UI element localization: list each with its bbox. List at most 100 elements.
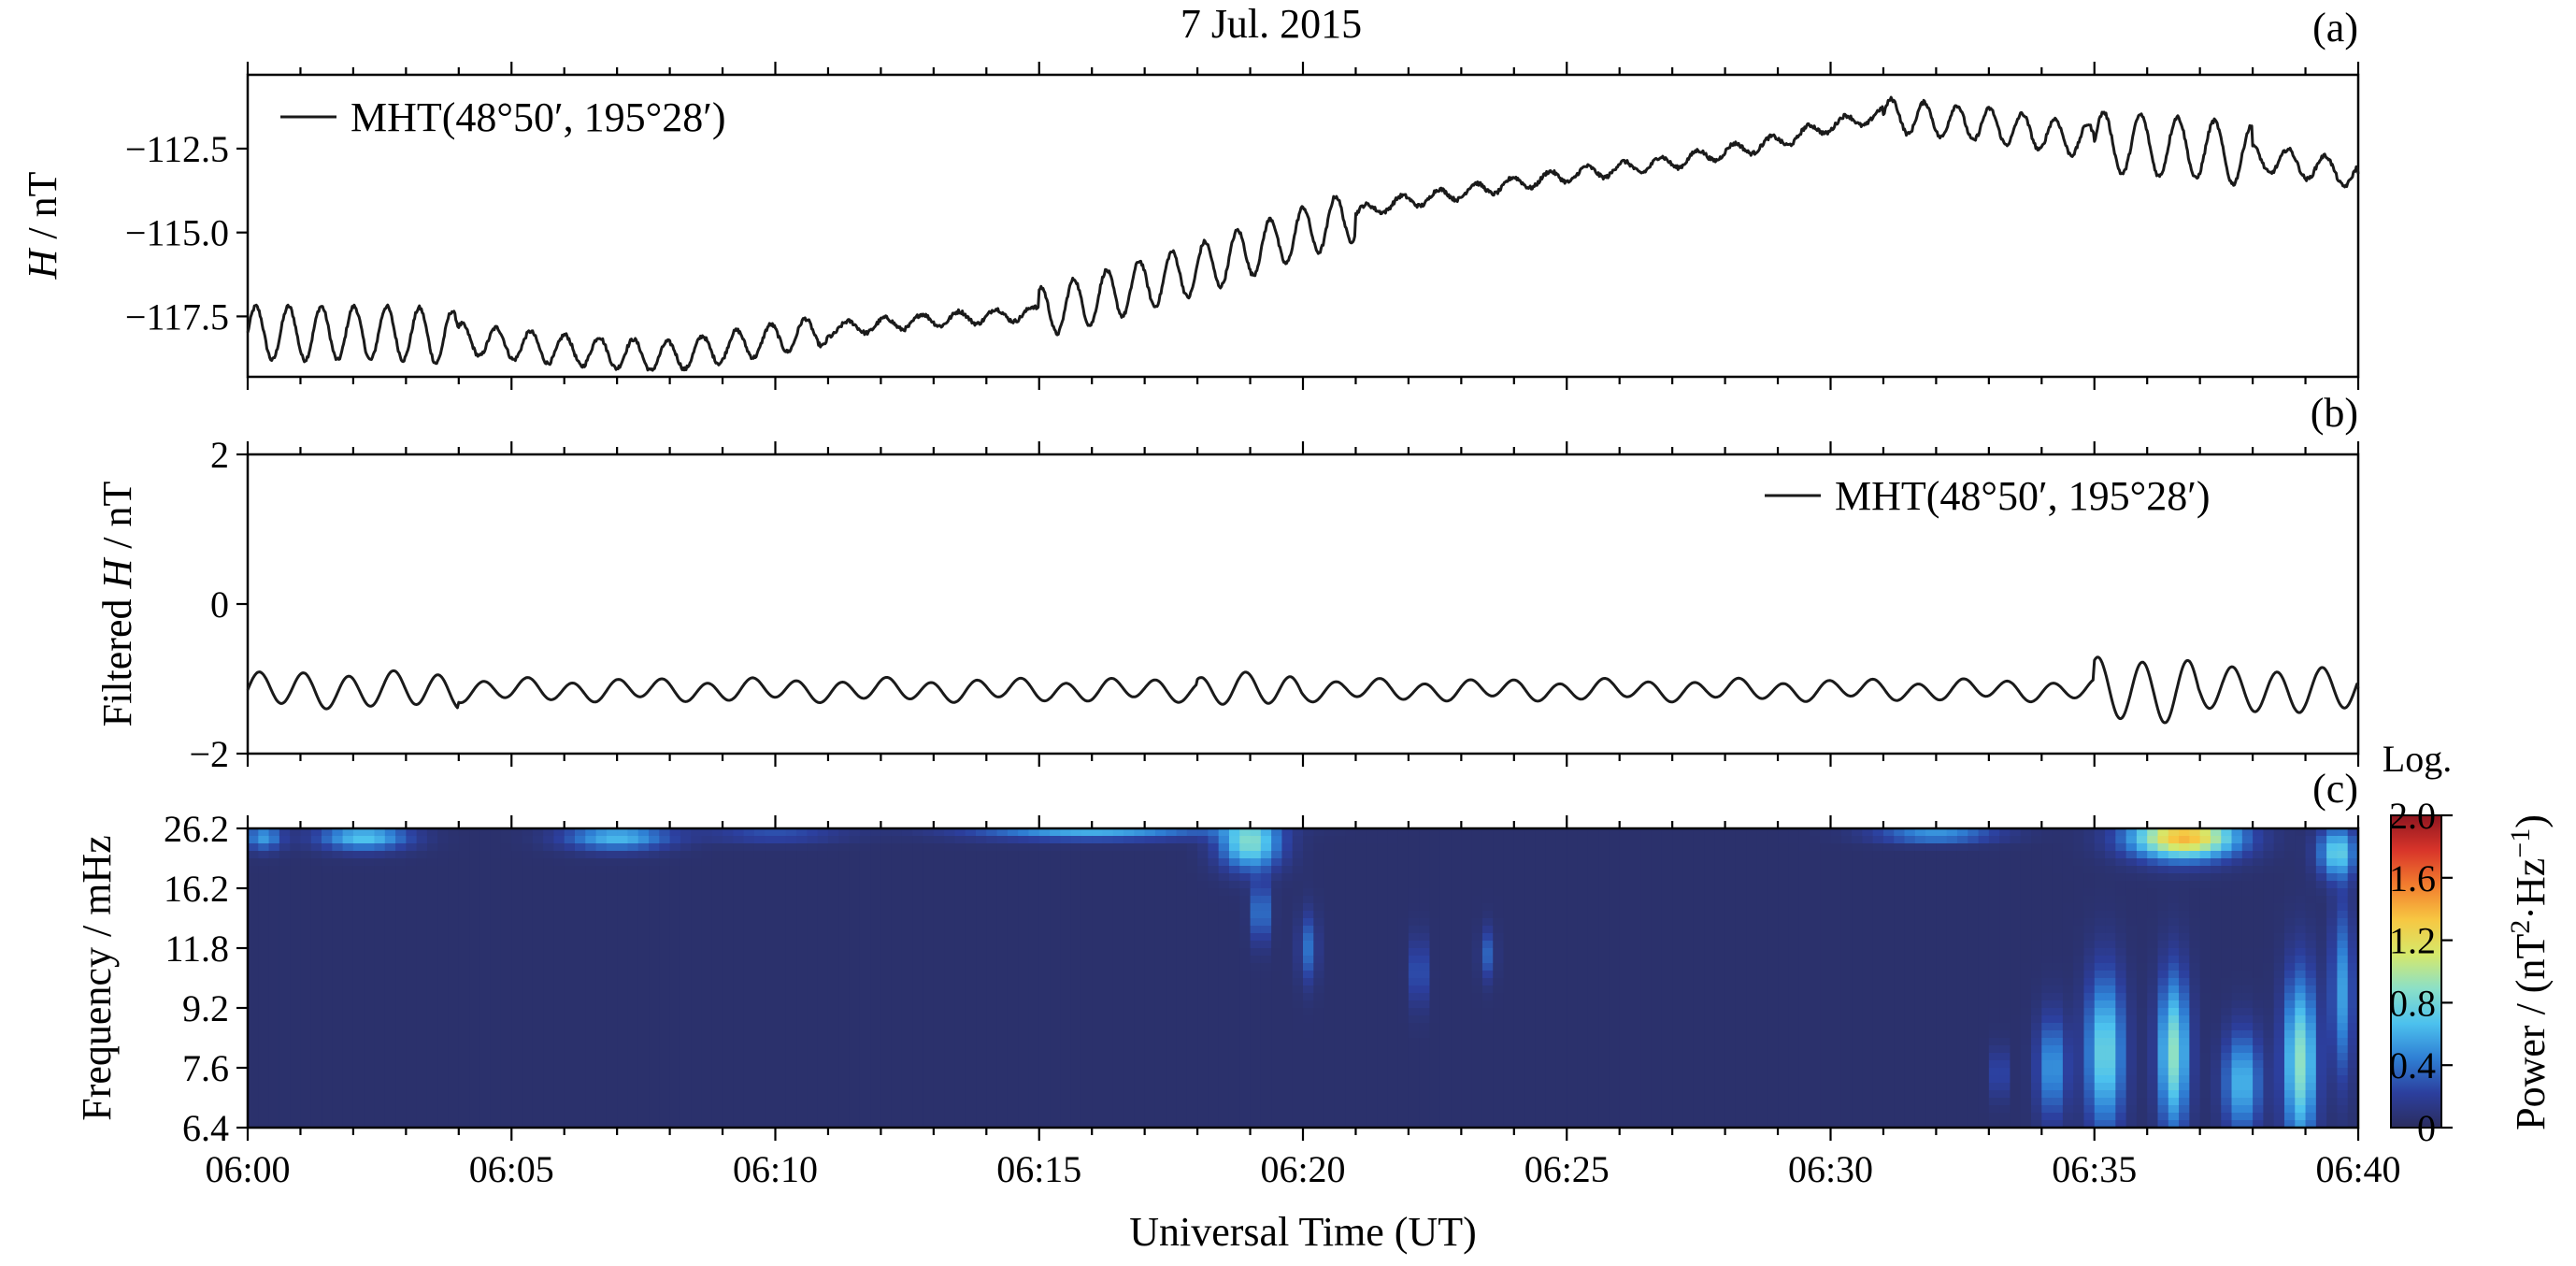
heatmap-cell: [1555, 941, 1567, 949]
heatmap-cell: [817, 858, 829, 867]
heatmap-cell: [1999, 896, 2011, 904]
heatmap-cell: [880, 896, 893, 904]
heatmap-cell: [901, 1000, 913, 1009]
heatmap-cell: [1355, 985, 1367, 994]
heatmap-cell: [2241, 985, 2254, 994]
heatmap-cell: [352, 903, 365, 912]
heatmap-cell: [1524, 926, 1536, 934]
heatmap-cell: [248, 941, 259, 949]
heatmap-cell: [649, 843, 660, 852]
heatmap-cell: [606, 843, 618, 852]
heatmap-cell: [1260, 1000, 1272, 1009]
heatmap-cell: [1724, 866, 1737, 874]
heatmap-cell: [2147, 881, 2159, 889]
heatmap-cell: [1218, 948, 1230, 957]
heatmap-cell: [1334, 1000, 1346, 1009]
heatmap-cell: [1735, 985, 1747, 994]
heatmap-cell: [437, 843, 450, 852]
heatmap-cell: [374, 985, 386, 994]
heatmap-cell: [1334, 881, 1346, 889]
heatmap-cell: [2253, 956, 2264, 964]
heatmap-cell: [965, 836, 977, 844]
heatmap-cell: [2157, 963, 2169, 971]
heatmap-cell: [1166, 985, 1178, 994]
heatmap-cell: [2052, 888, 2064, 897]
heatmap-cell: [743, 881, 755, 889]
heatmap-cell: [1018, 881, 1030, 889]
heatmap-cell: [1481, 873, 1494, 882]
heatmap-cell: [1882, 1000, 1895, 1009]
heatmap-cell: [711, 858, 723, 867]
heatmap-cell: [986, 858, 998, 867]
heatmap-cell: [1988, 843, 2000, 852]
heatmap-cell: [2083, 903, 2096, 912]
heatmap-cell: [532, 851, 544, 859]
heatmap-cell: [1503, 836, 1515, 844]
heatmap-cell: [765, 971, 777, 979]
heatmap-cell: [1968, 1000, 1980, 1009]
heatmap-cell: [1640, 978, 1653, 986]
heatmap-cell: [1609, 918, 1621, 927]
heatmap-cell: [1186, 933, 1198, 942]
heatmap-cell: [933, 971, 945, 979]
heatmap-cell: [258, 971, 270, 979]
heatmap-cell: [279, 896, 291, 904]
heatmap-cell: [2263, 896, 2275, 904]
heatmap-cell: [2210, 1000, 2222, 1009]
heatmap-cell: [1577, 836, 1589, 844]
heatmap-cell: [1461, 896, 1473, 904]
heatmap-cell: [691, 971, 703, 979]
heatmap-cell: [2231, 843, 2243, 852]
heatmap-cell: [870, 948, 881, 957]
heatmap-cell: [1651, 933, 1663, 942]
heatmap-cell: [1925, 836, 1937, 844]
heatmap-cell: [1387, 866, 1399, 874]
heatmap-cell: [2105, 896, 2116, 904]
heatmap-cell: [817, 993, 829, 1001]
heatmap-cell: [1609, 896, 1621, 904]
heatmap-cell: [416, 866, 428, 874]
heatmap-cell: [1028, 971, 1040, 979]
heatmap-cell: [923, 828, 935, 837]
heatmap-cell: [352, 933, 365, 942]
heatmap-cell: [954, 963, 966, 971]
heatmap-cell: [1968, 926, 1980, 934]
heatmap-cell: [912, 978, 924, 986]
heatmap-cell: [279, 881, 291, 889]
heatmap-cell: [364, 985, 376, 994]
heatmap-cell: [1820, 963, 1832, 971]
heatmap-cell: [1946, 881, 1958, 889]
heatmap-cell: [448, 836, 460, 844]
heatmap-cell: [1092, 918, 1104, 927]
heatmap-cell: [1840, 963, 1853, 971]
heatmap-cell: [1767, 896, 1779, 904]
heatmap-cell: [406, 926, 418, 934]
heatmap-cell: [669, 971, 681, 979]
heatmap-cell: [996, 903, 1009, 912]
heatmap-cell: [553, 873, 565, 882]
heatmap-cell: [617, 881, 629, 889]
heatmap-cell: [1577, 881, 1589, 889]
heatmap-cell: [543, 888, 555, 897]
heatmap-cell: [733, 956, 745, 964]
heatmap-cell: [416, 941, 428, 949]
heatmap-cell: [490, 836, 502, 844]
panel-a-legend-label: MHT(48°50′, 195°28′): [351, 94, 726, 140]
heatmap-cell: [479, 903, 492, 912]
heatmap-cell: [880, 971, 893, 979]
heatmap-cell: [2199, 963, 2211, 971]
heatmap-cell: [1672, 843, 1684, 852]
heatmap-cell: [564, 956, 576, 964]
heatmap-cell: [1524, 843, 1536, 852]
heatmap-cell: [300, 836, 312, 844]
heatmap-cell: [1166, 993, 1178, 1001]
heatmap-cell: [1820, 851, 1832, 859]
heatmap-cell: [1914, 993, 1926, 1001]
heatmap-cell: [2041, 851, 2054, 859]
heatmap-cell: [1154, 978, 1166, 986]
heatmap-cell: [2125, 918, 2138, 927]
heatmap-cell: [1419, 1000, 1431, 1009]
heatmap-cell: [2020, 941, 2032, 949]
heatmap-cell: [1693, 956, 1705, 964]
heatmap-cell: [1471, 888, 1483, 897]
